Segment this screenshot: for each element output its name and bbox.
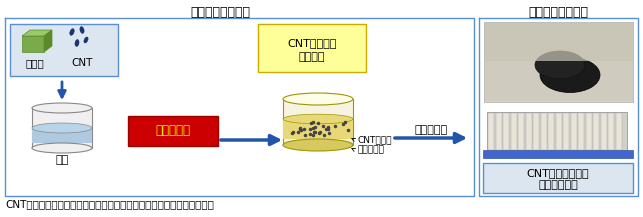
Ellipse shape	[84, 37, 88, 43]
Text: CNT: CNT	[71, 58, 93, 68]
Text: 高分子: 高分子	[26, 58, 44, 68]
Ellipse shape	[32, 103, 92, 113]
Ellipse shape	[32, 123, 92, 133]
FancyBboxPatch shape	[10, 24, 118, 76]
Ellipse shape	[283, 93, 353, 105]
FancyBboxPatch shape	[570, 113, 577, 150]
FancyBboxPatch shape	[511, 113, 516, 150]
FancyBboxPatch shape	[563, 113, 569, 150]
Text: 塗布・乾燥: 塗布・乾燥	[415, 125, 448, 135]
Text: CNT微粒子: CNT微粒子	[357, 135, 392, 145]
Text: 高分子溶液: 高分子溶液	[357, 146, 384, 155]
FancyBboxPatch shape	[32, 108, 92, 148]
FancyBboxPatch shape	[128, 116, 218, 146]
FancyBboxPatch shape	[483, 163, 633, 193]
FancyBboxPatch shape	[586, 113, 592, 150]
FancyBboxPatch shape	[485, 23, 633, 101]
Ellipse shape	[75, 39, 79, 46]
Polygon shape	[22, 36, 44, 52]
Ellipse shape	[283, 114, 353, 124]
Text: 熱電変換材料: 熱電変換材料	[538, 180, 578, 190]
FancyBboxPatch shape	[578, 113, 584, 150]
Text: CNTの微細化とポリマーへの分散を同時に行うことにより、インク形成: CNTの微細化とポリマーへの分散を同時に行うことにより、インク形成	[5, 199, 214, 209]
Text: 塗布形成プロセス: 塗布形成プロセス	[528, 5, 588, 18]
FancyBboxPatch shape	[485, 23, 633, 61]
FancyBboxPatch shape	[593, 113, 599, 150]
FancyBboxPatch shape	[556, 113, 561, 150]
FancyBboxPatch shape	[487, 112, 627, 152]
FancyBboxPatch shape	[615, 113, 622, 150]
FancyBboxPatch shape	[503, 113, 509, 150]
FancyBboxPatch shape	[32, 128, 92, 143]
Polygon shape	[22, 30, 52, 36]
Text: 溶媒: 溶媒	[55, 155, 69, 165]
FancyBboxPatch shape	[548, 113, 554, 150]
FancyBboxPatch shape	[283, 119, 353, 139]
Ellipse shape	[540, 58, 600, 92]
Ellipse shape	[32, 143, 92, 153]
FancyBboxPatch shape	[608, 113, 614, 150]
Text: 機械的分散: 機械的分散	[156, 125, 190, 138]
Ellipse shape	[283, 139, 353, 151]
FancyBboxPatch shape	[483, 150, 633, 158]
Text: 混合溶液: 混合溶液	[299, 52, 325, 62]
FancyBboxPatch shape	[525, 113, 532, 150]
FancyBboxPatch shape	[484, 22, 633, 102]
Text: CNTー高分子: CNTー高分子	[287, 38, 337, 48]
Text: インク化プロセス: インク化プロセス	[190, 5, 250, 18]
FancyBboxPatch shape	[488, 113, 494, 150]
Ellipse shape	[535, 51, 585, 79]
FancyBboxPatch shape	[496, 113, 502, 150]
FancyBboxPatch shape	[601, 113, 606, 150]
FancyBboxPatch shape	[258, 24, 366, 72]
FancyBboxPatch shape	[541, 113, 547, 150]
FancyBboxPatch shape	[518, 113, 524, 150]
Polygon shape	[44, 30, 52, 52]
FancyBboxPatch shape	[533, 113, 539, 150]
Ellipse shape	[70, 29, 74, 35]
FancyBboxPatch shape	[283, 99, 353, 145]
Text: CNTー高分子複合: CNTー高分子複合	[527, 168, 590, 178]
Ellipse shape	[80, 26, 84, 33]
